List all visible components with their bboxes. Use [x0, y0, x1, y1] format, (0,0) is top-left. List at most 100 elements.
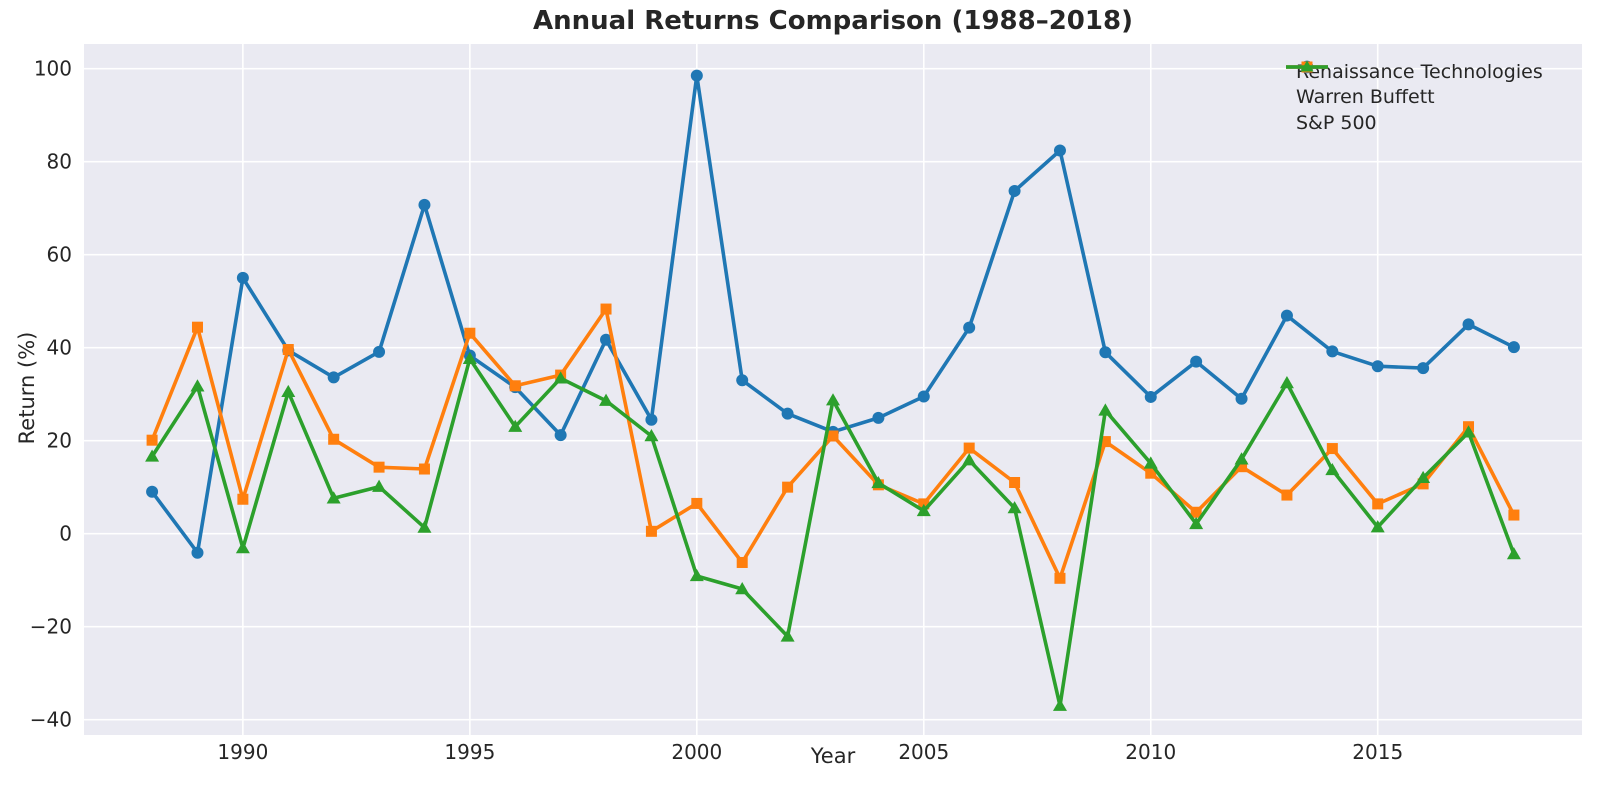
- data-point-triangle: [871, 475, 886, 489]
- data-point-circle: [373, 345, 386, 358]
- data-point-circle: [327, 371, 340, 384]
- x-tick-label: 1990: [217, 740, 268, 764]
- data-point-circle: [600, 333, 613, 346]
- data-point-circle: [191, 546, 204, 559]
- data-point-triangle: [1416, 470, 1431, 484]
- data-point-square: [645, 525, 657, 537]
- data-point-square: [509, 380, 521, 392]
- data-point-square: [1508, 509, 1520, 521]
- data-point-circle: [554, 429, 567, 442]
- data-point-triangle: [735, 581, 750, 595]
- data-point-circle: [418, 198, 431, 211]
- data-point-triangle: [235, 541, 250, 554]
- data-point-triangle: [1279, 375, 1294, 389]
- data-point-circle: [1280, 309, 1293, 322]
- data-point-triangle: [962, 453, 977, 466]
- data-point-circle: [1462, 318, 1475, 331]
- data-point-triangle: [326, 491, 341, 504]
- data-point-triangle: [780, 629, 795, 642]
- data-point-triangle: [826, 393, 840, 406]
- data-point-triangle: [1506, 547, 1521, 560]
- data-point-triangle: [553, 371, 568, 384]
- x-tick-label: 2000: [671, 740, 722, 764]
- data-point-circle: [1008, 184, 1021, 197]
- chart-title: Annual Returns Comparison (1988–2018): [533, 6, 1133, 36]
- data-point-triangle: [1098, 403, 1113, 416]
- data-point-square: [1326, 443, 1338, 455]
- data-point-square: [237, 493, 249, 505]
- data-point-triangle: [689, 568, 704, 582]
- data-point-square: [1190, 506, 1202, 518]
- data-point-circle: [146, 485, 159, 498]
- legend-line-triangle-icon: [1286, 60, 1328, 72]
- data-point-triangle: [1325, 462, 1340, 476]
- x-tick-label: 2010: [1125, 740, 1176, 764]
- data-point-triangle: [644, 429, 659, 442]
- legend-label: Warren Buffett: [1296, 86, 1435, 109]
- data-point-circle: [236, 271, 249, 284]
- data-point-square: [782, 481, 794, 493]
- y-tick-label: 60: [47, 243, 72, 267]
- data-point-triangle: [190, 379, 205, 392]
- data-point-square: [691, 497, 703, 509]
- data-point-triangle: [1007, 501, 1022, 514]
- data-point-circle: [963, 321, 976, 334]
- data-point-circle: [645, 413, 658, 426]
- data-point-square: [1054, 572, 1066, 584]
- data-point-square: [1236, 461, 1248, 473]
- y-tick-label: −40: [30, 708, 72, 732]
- data-point-triangle: [1143, 456, 1158, 469]
- data-point-circle: [872, 411, 885, 424]
- data-point-triangle: [1189, 516, 1204, 530]
- data-point-square: [1417, 478, 1429, 490]
- data-point-circle: [917, 390, 930, 403]
- x-tick-label: 2015: [1352, 740, 1403, 764]
- data-point-circle: [781, 407, 794, 420]
- data-point-square: [1145, 467, 1157, 479]
- data-point-square: [827, 430, 839, 442]
- y-tick-label: 100: [34, 57, 72, 81]
- data-point-circle: [1190, 355, 1203, 368]
- y-tick-label: 80: [47, 150, 72, 174]
- legend-item-sp500: S&P 500: [1285, 60, 1543, 136]
- data-point-circle: [1144, 390, 1157, 403]
- data-point-circle: [1371, 360, 1384, 373]
- data-point-triangle: [462, 351, 477, 365]
- data-point-square: [464, 327, 476, 339]
- x-tick-label: 2005: [898, 740, 949, 764]
- data-point-square: [373, 461, 385, 473]
- y-tick-label: 40: [47, 336, 72, 360]
- data-point-triangle: [1461, 425, 1476, 438]
- y-tick-label: −20: [30, 615, 72, 639]
- data-point-square: [1281, 489, 1293, 501]
- x-tick-label: 1995: [444, 740, 495, 764]
- data-point-square: [191, 321, 203, 333]
- data-point-circle: [1326, 345, 1339, 358]
- data-point-circle: [1507, 341, 1520, 354]
- legend-item-buffett: Warren Buffett: [1285, 61, 1543, 111]
- data-point-triangle: [1052, 698, 1067, 711]
- data-point-triangle: [145, 449, 160, 462]
- data-point-square: [600, 303, 612, 315]
- data-point-square: [1372, 498, 1384, 510]
- data-point-circle: [1053, 144, 1066, 157]
- data-point-circle: [690, 69, 703, 82]
- data-point-square: [736, 556, 748, 568]
- y-tick-label: 0: [59, 522, 72, 546]
- legend: Renaissance Technologies Warren Buffett …: [1285, 59, 1543, 136]
- data-point-circle: [1417, 362, 1430, 375]
- legend-label: S&P 500: [1296, 111, 1377, 134]
- x-axis-label: Year: [810, 744, 856, 768]
- data-point-square: [1099, 436, 1111, 448]
- data-point-square: [418, 463, 430, 475]
- data-point-triangle: [599, 393, 614, 406]
- data-point-triangle: [508, 419, 523, 432]
- data-point-triangle: [916, 503, 931, 517]
- data-point-triangle: [417, 520, 432, 533]
- data-point-circle: [1099, 346, 1112, 359]
- y-axis-label: Return (%): [15, 331, 39, 445]
- data-point-circle: [736, 374, 749, 387]
- data-point-triangle: [281, 384, 296, 398]
